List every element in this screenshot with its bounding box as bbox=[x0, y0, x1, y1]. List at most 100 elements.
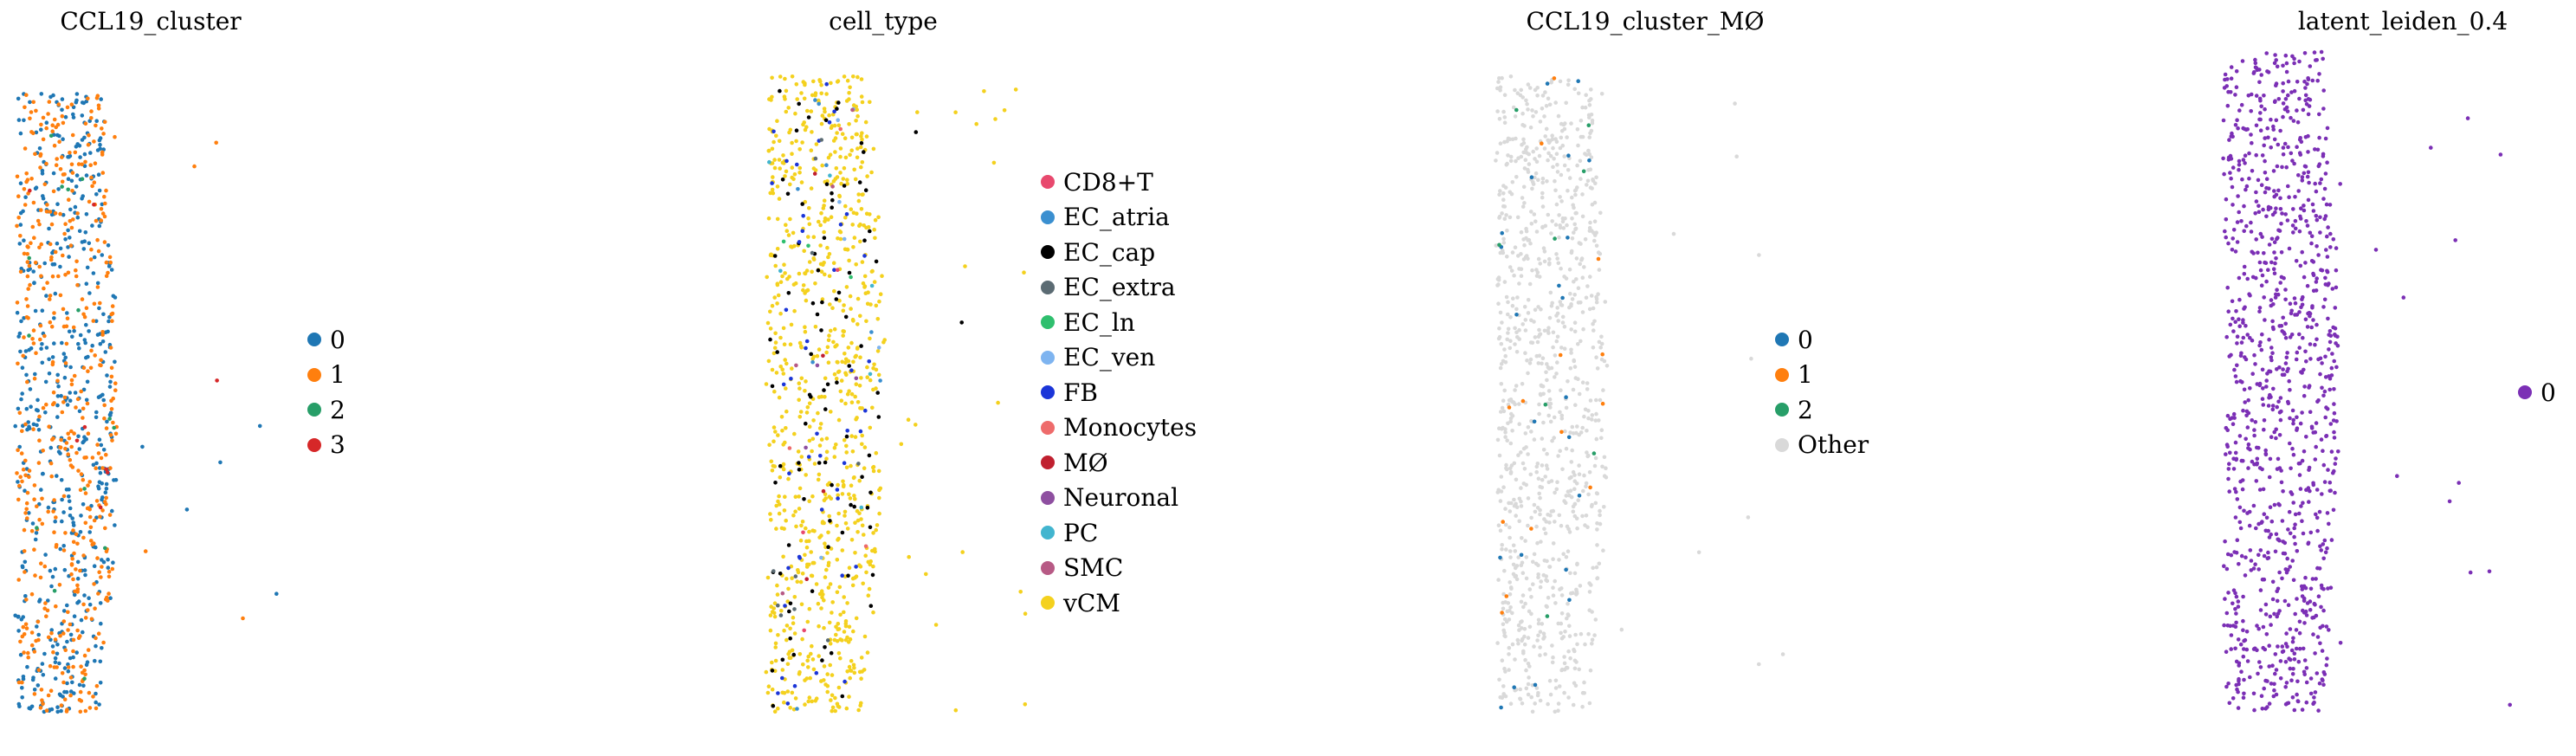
scatter-point-other bbox=[1576, 91, 1581, 96]
scatter-point-vcm bbox=[775, 216, 780, 222]
scatter-point-other bbox=[1499, 410, 1503, 414]
scatter-point-1 bbox=[104, 597, 108, 602]
scatter-point-0 bbox=[100, 497, 104, 502]
scatter-point-vcm bbox=[788, 127, 793, 132]
scatter-point-other bbox=[1603, 300, 1608, 304]
scatter-point-other bbox=[1580, 704, 1585, 709]
scatter-point-vcm bbox=[829, 81, 833, 86]
scatter-point-0 bbox=[2315, 565, 2320, 571]
scatter-point-vcm bbox=[778, 280, 784, 285]
scatter-point-0 bbox=[2241, 594, 2245, 599]
scatter-point-vcm bbox=[828, 152, 833, 157]
scatter-point-0 bbox=[2224, 334, 2229, 339]
scatter-point-vcm bbox=[777, 158, 782, 162]
scatter-point-other bbox=[1538, 630, 1543, 634]
scatter-point-other bbox=[1572, 222, 1577, 227]
scatter-point-other bbox=[1554, 202, 1559, 207]
scatter-point-1 bbox=[109, 374, 114, 379]
scatter-point-0 bbox=[2325, 126, 2330, 131]
scatter-point-vcm bbox=[828, 582, 833, 586]
scatter-point-vcm bbox=[859, 165, 863, 170]
scatter-point-1 bbox=[18, 234, 23, 238]
scatter-point-other bbox=[1508, 466, 1513, 471]
scatter-point-other bbox=[1517, 327, 1521, 333]
scatter-point-0 bbox=[18, 181, 23, 185]
scatter-point-1 bbox=[52, 143, 57, 148]
scatter-point-vcm bbox=[856, 192, 861, 197]
scatter-point-1 bbox=[47, 100, 52, 104]
scatter-point-0 bbox=[2291, 636, 2295, 641]
scatter-point-0 bbox=[80, 240, 85, 244]
scatter-point-1 bbox=[58, 445, 63, 450]
scatter-point-1 bbox=[50, 274, 55, 279]
scatter-point-0 bbox=[2234, 489, 2238, 494]
scatter-point-0 bbox=[2232, 487, 2237, 491]
scatter-point-0 bbox=[18, 223, 23, 227]
scatter-point-other bbox=[1553, 709, 1558, 714]
scatter-point-0 bbox=[2252, 70, 2256, 74]
scatter-point-0 bbox=[2283, 288, 2288, 292]
scatter-point-1 bbox=[104, 260, 109, 265]
scatter-point-vcm bbox=[781, 153, 785, 158]
scatter-point-0 bbox=[2268, 369, 2273, 374]
scatter-point-0 bbox=[2233, 624, 2238, 629]
scatter-point-1 bbox=[41, 701, 45, 707]
scatter-point-0 bbox=[70, 516, 74, 520]
scatter-point-vcm bbox=[803, 678, 807, 682]
scatter-point-other bbox=[1560, 320, 1566, 325]
scatter-point-0 bbox=[2242, 691, 2246, 696]
scatter-point-vcm bbox=[787, 656, 792, 660]
scatter-point-1 bbox=[45, 203, 49, 207]
scatter-point-vcm bbox=[805, 405, 810, 410]
scatter-point-vcm bbox=[859, 94, 864, 99]
scatter-point-other bbox=[1598, 521, 1603, 527]
scatter-point-vcm bbox=[793, 494, 798, 499]
scatter-point-0 bbox=[2250, 169, 2255, 173]
scatter-point-0 bbox=[2318, 230, 2322, 235]
scatter-point-0 bbox=[2251, 503, 2256, 508]
scatter-point-other bbox=[1547, 678, 1553, 683]
scatter-point-other bbox=[1498, 365, 1503, 371]
scatter-point-1 bbox=[68, 243, 74, 248]
scatter-point-vcm bbox=[770, 94, 774, 100]
scatter-point-vcm bbox=[820, 113, 825, 118]
scatter-point-2 bbox=[112, 425, 116, 430]
scatter-point-vcm bbox=[810, 494, 815, 499]
scatter-point-vcm bbox=[814, 142, 819, 146]
scatter-point-0 bbox=[2261, 207, 2265, 212]
scatter-point-0 bbox=[68, 207, 73, 212]
scatter-point-0 bbox=[2315, 671, 2320, 675]
scatter-point-other bbox=[1580, 275, 1585, 281]
scatter-point-other bbox=[1532, 502, 1537, 507]
scatter-point-0 bbox=[2280, 576, 2284, 581]
scatter-point-other bbox=[1522, 634, 1527, 639]
scatter-point-1 bbox=[23, 105, 27, 110]
scatter-point-vcm bbox=[801, 283, 806, 288]
scatter-point-vcm bbox=[819, 606, 823, 611]
scatter-point-1 bbox=[83, 616, 88, 620]
scatter-point-0 bbox=[33, 308, 38, 313]
scatter-point-vcm bbox=[854, 262, 858, 267]
scatter-point-0 bbox=[2295, 549, 2300, 553]
scatter-point-0 bbox=[2271, 326, 2276, 332]
scatter-point-0 bbox=[1577, 494, 1582, 498]
scatter-point-0 bbox=[2258, 111, 2263, 115]
scatter-point-0 bbox=[65, 603, 69, 608]
scatter-point-1 bbox=[95, 285, 100, 289]
scatter-point-other bbox=[1572, 87, 1577, 92]
scatter-point-1 bbox=[71, 528, 75, 533]
scatter-point-0 bbox=[2249, 229, 2254, 234]
scatter-point-1 bbox=[100, 508, 105, 513]
scatter-point-2 bbox=[82, 487, 87, 491]
scatter-point-0 bbox=[2300, 297, 2304, 302]
scatter-point-vcm bbox=[853, 520, 857, 525]
scatter-point-other bbox=[1580, 514, 1585, 519]
scatter-point-0 bbox=[2300, 175, 2305, 179]
scatter-point-other bbox=[1514, 158, 1518, 164]
scatter-point-other bbox=[1574, 591, 1579, 596]
scatter-point-ec-cap bbox=[830, 205, 834, 210]
scatter-point-1 bbox=[63, 446, 68, 451]
scatter-point-0 bbox=[2271, 694, 2276, 699]
scatter-point-0 bbox=[2316, 708, 2321, 713]
scatter-point-other bbox=[1542, 328, 1547, 333]
